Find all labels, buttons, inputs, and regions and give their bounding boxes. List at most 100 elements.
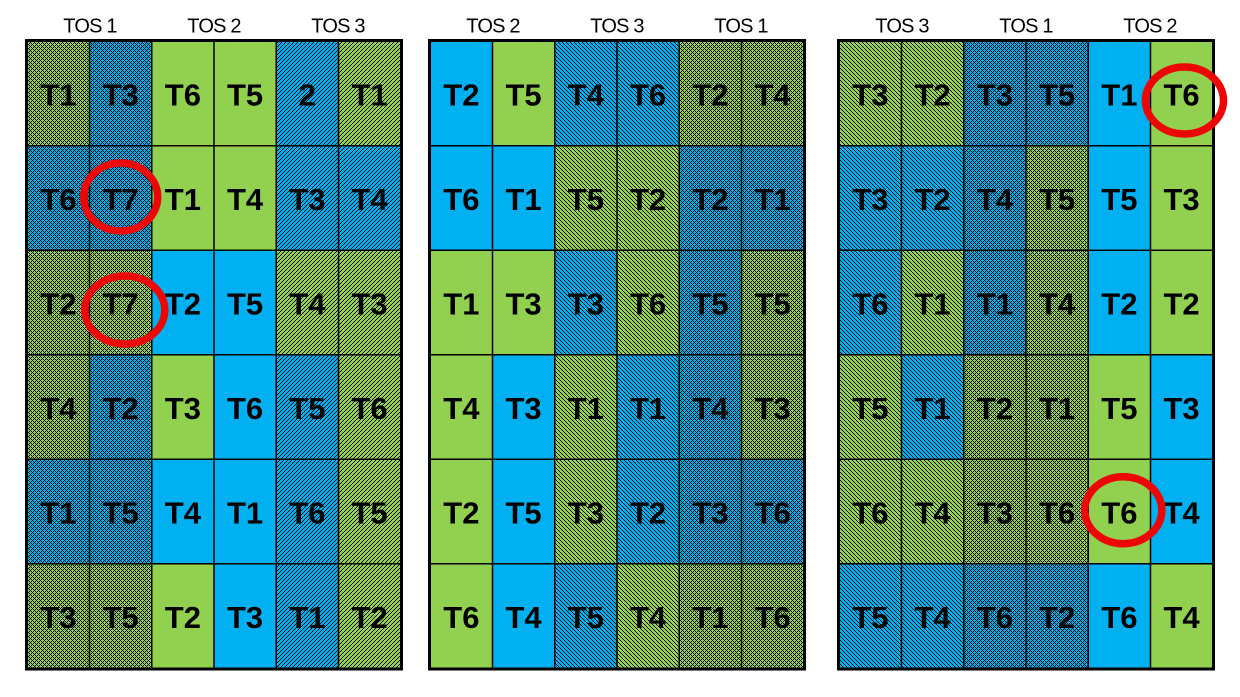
- svg-text:T6: T6: [1101, 496, 1137, 531]
- svg-text:T4: T4: [630, 600, 667, 635]
- svg-text:T5: T5: [103, 600, 139, 635]
- svg-text:T6: T6: [40, 182, 76, 217]
- svg-text:T5: T5: [103, 496, 139, 531]
- svg-text:T3: T3: [289, 182, 325, 217]
- svg-text:T5: T5: [692, 287, 728, 322]
- svg-text:T2: T2: [165, 287, 201, 322]
- svg-text:T6: T6: [352, 391, 388, 426]
- svg-text:T4: T4: [915, 600, 952, 635]
- svg-text:T1: T1: [692, 600, 728, 635]
- svg-text:TOS 3: TOS 3: [875, 16, 929, 38]
- svg-text:T6: T6: [630, 78, 666, 113]
- svg-text:T3: T3: [506, 391, 542, 426]
- svg-text:T4: T4: [568, 78, 605, 113]
- svg-text:T3: T3: [40, 600, 76, 635]
- svg-text:T5: T5: [852, 600, 888, 635]
- svg-text:T3: T3: [352, 287, 388, 322]
- svg-text:T5: T5: [227, 287, 263, 322]
- svg-text:T4: T4: [692, 391, 729, 426]
- svg-text:T6: T6: [755, 496, 791, 531]
- svg-text:TOS 3: TOS 3: [590, 16, 644, 38]
- svg-text:TOS 1: TOS 1: [714, 16, 768, 38]
- svg-text:T3: T3: [1164, 391, 1200, 426]
- svg-text:T5: T5: [568, 600, 604, 635]
- svg-text:T5: T5: [1039, 182, 1075, 217]
- svg-text:2: 2: [299, 78, 316, 113]
- svg-text:T4: T4: [289, 287, 326, 322]
- svg-text:T7: T7: [103, 287, 139, 322]
- svg-text:T3: T3: [227, 600, 263, 635]
- svg-text:T6: T6: [443, 182, 479, 217]
- svg-text:T3: T3: [1164, 182, 1200, 217]
- svg-text:T6: T6: [1039, 496, 1075, 531]
- svg-text:T5: T5: [289, 391, 325, 426]
- svg-text:T2: T2: [40, 287, 76, 322]
- svg-text:T1: T1: [977, 287, 1013, 322]
- svg-text:TOS 2: TOS 2: [1123, 16, 1177, 38]
- svg-text:T4: T4: [1164, 496, 1201, 531]
- svg-text:T5: T5: [352, 496, 388, 531]
- svg-text:T4: T4: [1039, 287, 1076, 322]
- svg-text:T1: T1: [40, 78, 76, 113]
- svg-text:T4: T4: [755, 78, 792, 113]
- svg-text:T3: T3: [852, 182, 888, 217]
- svg-text:T2: T2: [1039, 600, 1075, 635]
- svg-text:T5: T5: [506, 496, 542, 531]
- svg-text:T1: T1: [165, 182, 201, 217]
- svg-text:T3: T3: [692, 496, 728, 531]
- svg-text:T6: T6: [977, 600, 1013, 635]
- svg-text:T6: T6: [1164, 78, 1200, 113]
- svg-text:T1: T1: [289, 600, 325, 635]
- svg-text:T3: T3: [568, 496, 604, 531]
- svg-text:T4: T4: [1164, 600, 1201, 635]
- svg-text:T2: T2: [165, 600, 201, 635]
- svg-text:T3: T3: [103, 78, 139, 113]
- svg-text:T3: T3: [755, 391, 791, 426]
- svg-text:T4: T4: [443, 391, 480, 426]
- svg-text:T4: T4: [915, 496, 952, 531]
- svg-text:T4: T4: [227, 182, 264, 217]
- svg-text:T3: T3: [977, 78, 1013, 113]
- svg-text:T5: T5: [568, 182, 604, 217]
- svg-text:T2: T2: [1164, 287, 1200, 322]
- svg-text:T1: T1: [630, 391, 666, 426]
- svg-text:T4: T4: [40, 391, 77, 426]
- svg-text:T1: T1: [568, 391, 604, 426]
- svg-text:TOS 2: TOS 2: [187, 16, 241, 38]
- svg-text:T4: T4: [165, 496, 202, 531]
- svg-text:T2: T2: [443, 78, 479, 113]
- svg-text:T4: T4: [977, 182, 1014, 217]
- svg-text:T2: T2: [103, 391, 139, 426]
- svg-text:T2: T2: [915, 182, 951, 217]
- svg-text:T1: T1: [1101, 78, 1137, 113]
- svg-text:T1: T1: [352, 78, 388, 113]
- svg-text:T1: T1: [1039, 391, 1075, 426]
- svg-text:T1: T1: [443, 287, 479, 322]
- svg-text:T5: T5: [227, 78, 263, 113]
- svg-text:T6: T6: [443, 600, 479, 635]
- svg-text:T2: T2: [977, 391, 1013, 426]
- svg-text:T1: T1: [506, 182, 542, 217]
- svg-text:T2: T2: [692, 78, 728, 113]
- svg-text:T2: T2: [630, 496, 666, 531]
- svg-text:T1: T1: [915, 391, 951, 426]
- svg-text:TOS 3: TOS 3: [311, 16, 365, 38]
- svg-text:T1: T1: [755, 182, 791, 217]
- svg-text:T5: T5: [1039, 78, 1075, 113]
- svg-text:T4: T4: [352, 182, 389, 217]
- svg-text:TOS 1: TOS 1: [63, 16, 117, 38]
- svg-text:T3: T3: [977, 496, 1013, 531]
- svg-text:T6: T6: [227, 391, 263, 426]
- svg-text:T3: T3: [506, 287, 542, 322]
- svg-text:T2: T2: [915, 78, 951, 113]
- svg-text:T5: T5: [755, 287, 791, 322]
- svg-text:T5: T5: [1101, 182, 1137, 217]
- svg-text:T1: T1: [40, 496, 76, 531]
- svg-text:T1: T1: [915, 287, 951, 322]
- svg-text:T6: T6: [755, 600, 791, 635]
- svg-text:T3: T3: [568, 287, 604, 322]
- svg-text:T5: T5: [852, 391, 888, 426]
- svg-text:T2: T2: [1101, 287, 1137, 322]
- svg-text:T1: T1: [227, 496, 263, 531]
- svg-text:T6: T6: [289, 496, 325, 531]
